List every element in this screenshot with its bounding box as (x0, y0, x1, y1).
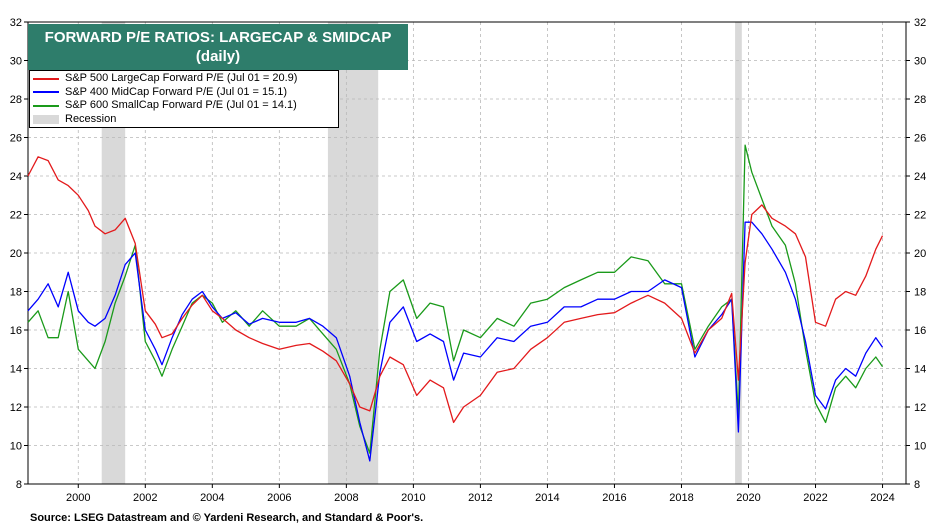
legend-item-sp600: S&P 600 SmallCap Forward P/E (Jul 01 = 1… (33, 99, 335, 113)
y-tick-label-left-10: 28 (10, 94, 22, 106)
y-tick-label-right-11: 30 (914, 56, 926, 68)
y-tick-label-left-5: 18 (10, 287, 22, 299)
y-tick-label-left-11: 30 (10, 56, 22, 68)
series-line-sp600 (27, 144, 884, 454)
x-tick-label-4: 2008 (334, 492, 358, 504)
legend-item-sp500: S&P 500 LargeCap Forward P/E (Jul 01 = 2… (33, 72, 335, 86)
x-tick-label-7: 2014 (535, 492, 559, 504)
x-tick-label-0: 2000 (66, 492, 90, 504)
legend-swatch-sp600 (33, 104, 59, 107)
x-tick-label-8: 2016 (602, 492, 626, 504)
y-tick-label-right-9: 26 (914, 133, 926, 145)
y-tick-label-right-10: 28 (914, 94, 926, 106)
legend-swatch-sp500 (33, 77, 59, 80)
y-tick-label-left-12: 32 (10, 17, 22, 29)
y-tick-label-right-7: 22 (914, 210, 926, 222)
legend-label-sp400: S&P 400 MidCap Forward P/E (Jul 01 = 15.… (65, 85, 288, 98)
y-tick-label-right-1: 10 (914, 441, 926, 453)
x-tick-label-3: 2006 (267, 492, 291, 504)
legend-item-sp400: S&P 400 MidCap Forward P/E (Jul 01 = 15.… (33, 86, 335, 100)
plot-frame (27, 21, 907, 485)
chart-title: FORWARD P/E RATIOS: LARGECAP & SMIDCAP (44, 29, 392, 46)
legend-label-sp500: S&P 500 LargeCap Forward P/E (Jul 01 = 2… (65, 72, 298, 84)
y-tick-label-right-8: 24 (914, 171, 926, 183)
x-tick-label-2: 2004 (200, 492, 224, 504)
y-tick-label-left-4: 16 (10, 325, 22, 337)
legend: S&P 500 LargeCap Forward P/E (Jul 01 = 2… (29, 70, 339, 128)
y-tick-label-left-9: 26 (10, 133, 22, 145)
y-tick-label-left-1: 10 (10, 441, 22, 453)
y-tick-label-right-5: 18 (914, 287, 926, 299)
x-tick-label-12: 2024 (870, 492, 894, 504)
x-tick-label-10: 2020 (736, 492, 760, 504)
y-tick-label-left-2: 12 (10, 402, 22, 414)
y-tick-label-right-12: 32 (914, 17, 926, 29)
series-line-sp400 (27, 221, 884, 462)
chart-subtitle: (daily) (195, 48, 241, 65)
x-tick-label-1: 2002 (133, 492, 157, 504)
y-tick-label-right-4: 16 (914, 325, 926, 337)
y-tick-label-left-3: 14 (10, 364, 22, 376)
y-tick-label-left-0: 8 (16, 479, 22, 491)
x-tick-label-11: 2022 (803, 492, 827, 504)
y-tick-label-right-2: 12 (914, 402, 926, 414)
legend-label-sp600: S&P 600 SmallCap Forward P/E (Jul 01 = 1… (65, 99, 297, 111)
y-tick-label-right-0: 8 (914, 479, 920, 491)
y-tick-label-right-6: 20 (914, 248, 926, 260)
x-tick-label-5: 2010 (401, 492, 425, 504)
y-tick-label-left-7: 22 (10, 210, 22, 222)
legend-swatch-recession (33, 114, 59, 124)
y-tick-label-right-3: 14 (914, 364, 926, 376)
x-tick-label-6: 2012 (468, 492, 492, 504)
source-note: Source: LSEG Datastream and © Yardeni Re… (30, 512, 424, 524)
legend-item-recession: Recession (33, 113, 335, 127)
series-line-sp500 (27, 156, 884, 424)
y-tick-label-left-8: 24 (10, 171, 22, 183)
legend-swatch-sp400 (33, 91, 59, 94)
y-tick-label-left-6: 20 (10, 248, 22, 260)
legend-label-recession: Recession (65, 112, 117, 125)
chart-title-box: FORWARD P/E RATIOS: LARGECAP & SMIDCAP (… (28, 24, 408, 70)
x-tick-label-9: 2018 (669, 492, 693, 504)
